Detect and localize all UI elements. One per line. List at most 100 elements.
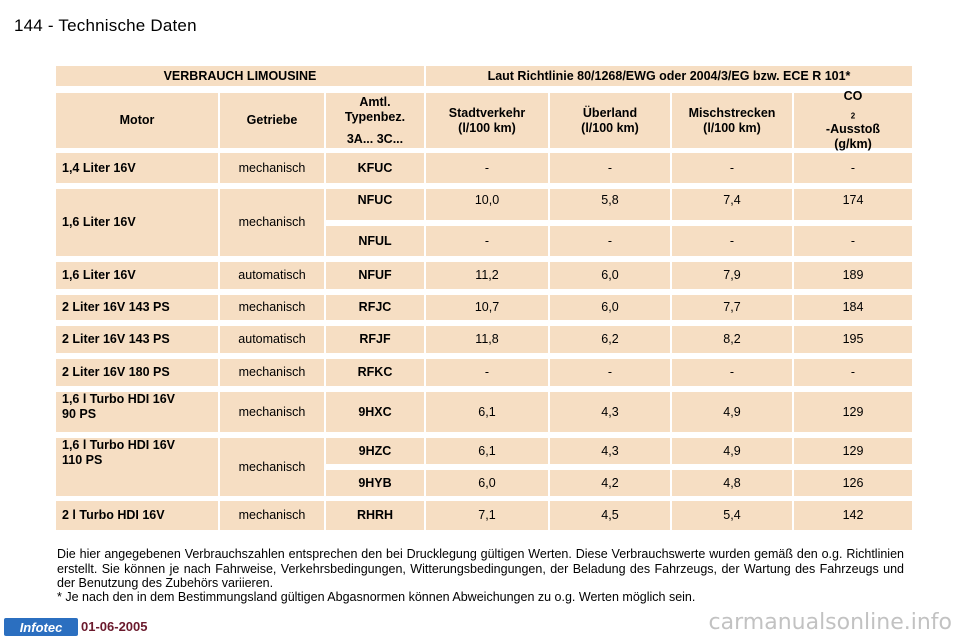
header-typ-line2: Typenbez. (344, 109, 406, 124)
cell-co2: 129 (794, 438, 912, 464)
header-misch-line2: (l/100 km) (703, 120, 761, 135)
cell-motor: 1,6 l Turbo HDI 16V 110 PS (56, 438, 218, 496)
cell-misch: 5,4 (672, 501, 792, 530)
page-title-text: Technische Daten (58, 16, 197, 35)
print-date: 01-06-2005 (81, 619, 148, 634)
cell-motor: 1,4 Liter 16V (56, 153, 218, 183)
cell-misch: - (672, 226, 792, 256)
cell-misch: 7,4 (672, 189, 792, 220)
header-ueberland-line2: (l/100 km) (581, 120, 639, 135)
header-ueberland: Überland (l/100 km) (550, 93, 670, 148)
cell-typ: RHRH (326, 501, 424, 530)
cell-getriebe: mechanisch (220, 392, 324, 432)
cell-typ: 9HZC (326, 438, 424, 464)
cell-typ: NFUC (326, 189, 424, 220)
cell-ueberland: 4,3 (550, 392, 670, 432)
cell-ueberland: 6,0 (550, 295, 670, 320)
cell-getriebe: mechanisch (220, 438, 324, 496)
cell-co2: 126 (794, 470, 912, 496)
cell-stadt: - (426, 359, 548, 386)
footnote: * Je nach den in dem Bestimmungsland gül… (57, 590, 696, 604)
site-watermark: carmanualsonline.info (708, 610, 952, 635)
cell-co2: 142 (794, 501, 912, 530)
cell-typ: RFJC (326, 295, 424, 320)
header-typ-line1: Amtl. (359, 94, 391, 109)
cell-stadt: - (426, 153, 548, 183)
title-separator: - (47, 16, 54, 35)
cell-ueberland: 4,5 (550, 501, 670, 530)
cell-co2: 184 (794, 295, 912, 320)
cell-motor: 1,6 l Turbo HDI 16V 90 PS (56, 392, 218, 432)
cell-co2: - (794, 226, 912, 256)
cell-ueberland: - (550, 226, 670, 256)
cell-typ: RFKC (326, 359, 424, 386)
header-stadtverkehr: Stadtverkehr (l/100 km) (426, 93, 548, 148)
cell-misch: 4,8 (672, 470, 792, 496)
infotec-logo: Infotec (4, 618, 78, 636)
cell-motor: 2 Liter 16V 180 PS (56, 359, 218, 386)
cell-ueberland: - (550, 359, 670, 386)
consumption-table: VERBRAUCH LIMOUSINE Laut Richtlinie 80/1… (56, 66, 912, 530)
cell-motor: 1,6 Liter 16V (56, 262, 218, 289)
cell-typ: NFUF (326, 262, 424, 289)
cell-misch: 8,2 (672, 326, 792, 353)
page-number: 144 (14, 16, 43, 35)
cell-motor: 1,6 Liter 16V (56, 189, 218, 256)
cell-motor: 2 l Turbo HDI 16V (56, 501, 218, 530)
header-typenbez: Amtl. Typenbez. 3A... 3C... (326, 93, 424, 148)
header-misch-line1: Mischstrecken (688, 105, 776, 120)
cell-typ: 9HYB (326, 470, 424, 496)
header-stadt-line2: (l/100 km) (458, 120, 516, 135)
cell-ueberland: - (550, 153, 670, 183)
cell-getriebe: mechanisch (220, 501, 324, 530)
header-co2-unit: (g/km) (834, 136, 872, 151)
cell-ueberland: 4,3 (550, 438, 670, 464)
header-co2: CO 2 -Ausstoß (g/km) (794, 89, 912, 151)
cell-stadt: 10,7 (426, 295, 548, 320)
cell-stadt: 6,1 (426, 392, 548, 432)
cell-misch: - (672, 153, 792, 183)
cell-ueberland: 6,2 (550, 326, 670, 353)
header-typ-code: 3A... 3C... (346, 131, 404, 146)
cell-motor: 2 Liter 16V 143 PS (56, 295, 218, 320)
header-stadt-line1: Stadtverkehr (448, 105, 526, 120)
cell-stadt: 7,1 (426, 501, 548, 530)
page-title: 144 - Technische Daten (14, 16, 197, 36)
cell-co2: 174 (794, 189, 912, 220)
header-ueberland-line1: Überland (582, 105, 638, 120)
cell-stadt: 11,8 (426, 326, 548, 353)
cell-stadt: 10,0 (426, 189, 548, 220)
cell-typ: RFJF (326, 326, 424, 353)
cell-co2: 195 (794, 326, 912, 353)
cell-getriebe: mechanisch (220, 153, 324, 183)
header-motor: Motor (56, 93, 218, 148)
cell-getriebe: automatisch (220, 326, 324, 353)
cell-misch: 7,9 (672, 262, 792, 289)
cell-ueberland: 4,2 (550, 470, 670, 496)
cell-misch: 7,7 (672, 295, 792, 320)
cell-stadt: 11,2 (426, 262, 548, 289)
cell-typ: 9HXC (326, 392, 424, 432)
header-getriebe: Getriebe (220, 93, 324, 148)
cell-co2: - (794, 153, 912, 183)
cell-typ: KFUC (326, 153, 424, 183)
cell-getriebe: mechanisch (220, 295, 324, 320)
cell-misch: 4,9 (672, 438, 792, 464)
cell-getriebe: automatisch (220, 262, 324, 289)
group-header-left: VERBRAUCH LIMOUSINE (56, 66, 424, 86)
cell-co2: - (794, 359, 912, 386)
header-co2-label: CO 2 -Ausstoß (825, 89, 881, 136)
cell-ueberland: 5,8 (550, 189, 670, 220)
cell-getriebe: mechanisch (220, 359, 324, 386)
cell-stadt: 6,0 (426, 470, 548, 496)
cell-motor: 2 Liter 16V 143 PS (56, 326, 218, 353)
header-mischstrecken: Mischstrecken (l/100 km) (672, 93, 792, 148)
cell-co2: 189 (794, 262, 912, 289)
cell-co2: 129 (794, 392, 912, 432)
cell-misch: - (672, 359, 792, 386)
consumption-note: Die hier angegebenen Verbrauchszahlen en… (57, 547, 904, 591)
cell-stadt: 6,1 (426, 438, 548, 464)
cell-ueberland: 6,0 (550, 262, 670, 289)
cell-getriebe: mechanisch (220, 189, 324, 256)
group-header-right: Laut Richtlinie 80/1268/EWG oder 2004/3/… (426, 66, 912, 86)
